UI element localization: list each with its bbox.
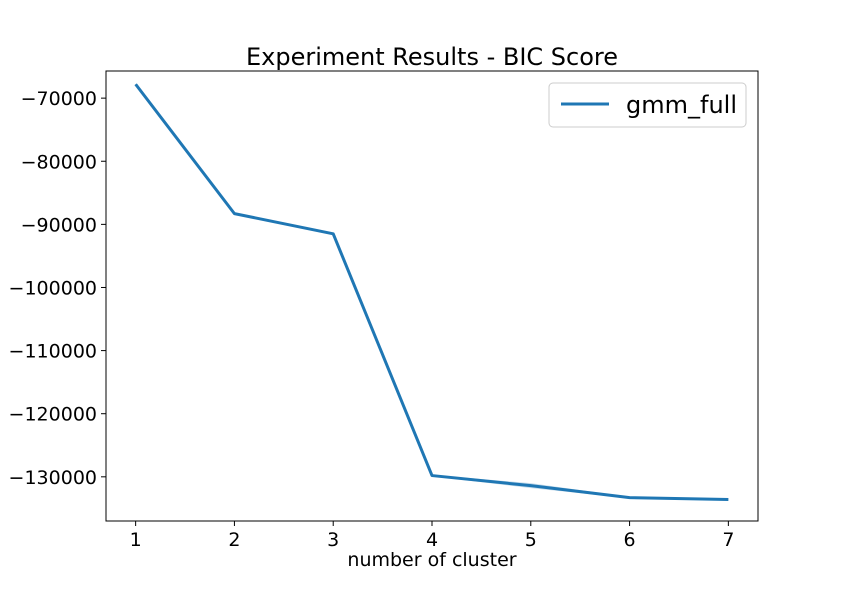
confidence-band-layer xyxy=(135,84,729,501)
series-line-layer xyxy=(134,83,729,502)
confidence-band xyxy=(135,84,729,501)
plot-area-frame xyxy=(105,70,759,522)
chart-title: Experiment Results - BIC Score xyxy=(246,43,618,71)
y-tick-label: −100000 xyxy=(9,277,97,299)
x-tick-label: 3 xyxy=(327,529,339,551)
legend-label-gmm-full: gmm_full xyxy=(626,91,737,119)
y-tick-label: −110000 xyxy=(9,341,97,363)
y-tick-label: −70000 xyxy=(21,88,97,110)
y-tick-label: −90000 xyxy=(21,214,97,236)
x-tick-label: 5 xyxy=(525,529,537,551)
x-tick-label: 6 xyxy=(624,529,636,551)
legend: gmm_full xyxy=(548,82,747,128)
x-tick-label: 7 xyxy=(722,529,734,551)
y-tick-label: −80000 xyxy=(21,151,97,173)
y-tick-label: −120000 xyxy=(9,404,97,426)
x-axis-ticks: 1 2 3 4 5 6 7 xyxy=(130,521,734,551)
x-tick-label: 2 xyxy=(228,529,240,551)
x-tick-label: 1 xyxy=(130,529,142,551)
y-axis-ticks: −70000 −80000 −90000 −100000 −110000 −120000 −… xyxy=(9,88,106,489)
x-axis-label: number of cluster xyxy=(347,549,516,571)
y-tick-label: −130000 xyxy=(9,467,97,489)
series-line-gmm-full xyxy=(134,83,729,502)
legend-box xyxy=(548,82,747,128)
x-tick-label: 4 xyxy=(426,529,438,551)
